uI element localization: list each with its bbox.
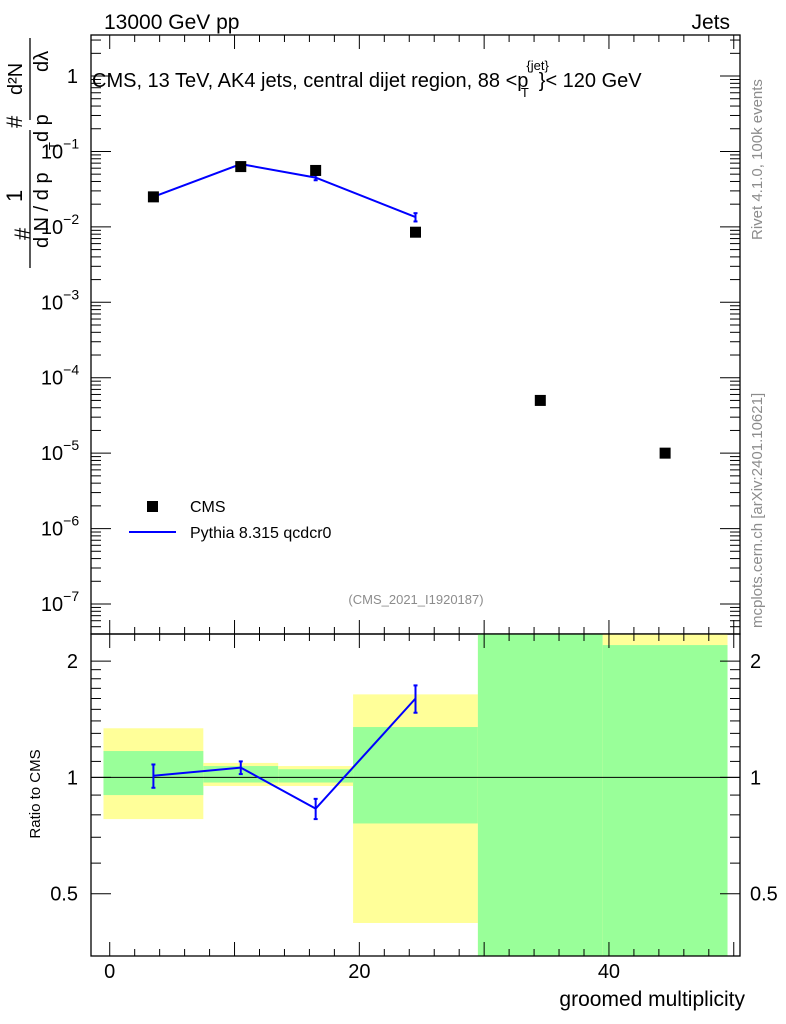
ratio-ytick-label-right: 0.5 bbox=[750, 884, 778, 906]
analysis-watermark: (CMS_2021_I1920187) bbox=[348, 592, 483, 607]
main-marks bbox=[147, 161, 671, 459]
main-ytick-label: 10−3 bbox=[41, 286, 79, 314]
ytick-base: 10 bbox=[41, 443, 63, 465]
ratio-ytick-label-left: 2 bbox=[67, 651, 78, 673]
legend-cms-label: CMS bbox=[190, 499, 226, 516]
cms-data-point bbox=[534, 394, 546, 406]
chart-title: CMS, 13 TeV, AK4 jets, central dijet reg… bbox=[92, 58, 642, 100]
ratio-ytick-label-left: 0.5 bbox=[50, 884, 78, 906]
ytick-exponent: −3 bbox=[63, 286, 79, 302]
ytick-exponent: −6 bbox=[63, 513, 79, 529]
ratio-green-band bbox=[278, 769, 354, 783]
main-ytick-label: 10−4 bbox=[41, 362, 79, 390]
ylabel-hash-left: # bbox=[10, 227, 35, 240]
ratio-marks bbox=[151, 684, 418, 821]
ytick-base: 10 bbox=[41, 368, 63, 390]
chart-title-sup: {jet} bbox=[526, 58, 549, 73]
ratio-tick-labels: 0.5 0.51 12 20 20 40 bbox=[50, 651, 778, 983]
ytick-base: 10 bbox=[41, 292, 63, 314]
ratio-green-band bbox=[602, 645, 728, 956]
main-ytick-label: 10−6 bbox=[41, 513, 79, 541]
ytick-base: 10 bbox=[41, 217, 63, 239]
header-energy-label: 13000 GeV pp bbox=[104, 11, 239, 34]
main-ytick-label: 10−7 bbox=[41, 588, 79, 616]
ytick-base: 10 bbox=[41, 141, 63, 163]
ylabel-dN-dpT: d N / d p bbox=[31, 172, 53, 248]
ytick-base: 10 bbox=[41, 519, 63, 541]
mcplots-source-label: mcplots.cern.ch [arXiv:2401.10621] bbox=[749, 393, 766, 628]
ytick-exponent: −7 bbox=[63, 588, 79, 604]
ratio-green-band bbox=[353, 727, 478, 824]
ytick-exponent: −5 bbox=[63, 437, 79, 453]
ylabel-dpT-inner: d p bbox=[31, 114, 53, 142]
cms-data-point bbox=[659, 447, 671, 459]
main-ytick-label: 10−2 bbox=[41, 211, 79, 239]
ratio-ytick-label-right: 2 bbox=[750, 651, 761, 673]
main-ytick-label: 10−1 bbox=[41, 135, 79, 163]
ratio-frame bbox=[90, 633, 741, 957]
cms-data-point bbox=[235, 161, 247, 173]
chart-title-p: p bbox=[517, 70, 528, 92]
chart-title-sub: T bbox=[521, 85, 529, 100]
main-panel: 110−110−210−310−410−510−610−7 bbox=[41, 34, 741, 635]
legend-pythia-label: Pythia 8.315 qcdcr0 bbox=[190, 525, 332, 542]
ytick-exponent: −4 bbox=[63, 362, 79, 378]
pythia-series-line bbox=[153, 163, 416, 218]
main-ytick-labels: 110−110−210−310−410−510−610−7 bbox=[41, 66, 79, 616]
main-minor-ticks bbox=[91, 39, 740, 635]
main-ylabel: # 1 d N / d p T # d²N d p dλ bbox=[2, 38, 61, 268]
ratio-pythia-line bbox=[153, 697, 417, 810]
main-ytick-label: 10−5 bbox=[41, 437, 79, 465]
cms-data-point bbox=[410, 226, 421, 238]
ytick-base: 1 bbox=[67, 66, 78, 88]
ylabel-hash-mid: # bbox=[2, 115, 27, 128]
ratio-ytick-label-left: 1 bbox=[67, 767, 78, 789]
ratio-ytick-label-right: 1 bbox=[750, 767, 761, 789]
rivet-version-label: Rivet 4.1.0, 100k events bbox=[749, 79, 766, 240]
cms-data-point bbox=[310, 164, 322, 176]
ylabel-dlambda: dλ bbox=[31, 51, 53, 72]
ratio-ylabel: Ratio to CMS bbox=[27, 749, 44, 838]
ytick-exponent: −1 bbox=[63, 135, 79, 151]
ratio-xtick-label: 20 bbox=[348, 961, 370, 983]
cms-data-point bbox=[147, 191, 159, 203]
chart-title-prefix: CMS, 13 TeV, AK4 jets, central dijet reg… bbox=[92, 70, 517, 92]
ytick-base: 10 bbox=[41, 594, 63, 616]
header-jets-label: Jets bbox=[691, 11, 730, 34]
xaxis-label: groomed multiplicity bbox=[559, 988, 745, 1011]
legend: CMS Pythia 8.315 qcdcr0 bbox=[129, 499, 332, 542]
ratio-panel: 0.5 0.51 12 20 20 40 bbox=[50, 633, 778, 983]
main-major-ticks bbox=[91, 35, 740, 634]
ratio-ticks bbox=[91, 634, 740, 956]
legend-cms-marker bbox=[147, 501, 158, 512]
chart-title-suffix: }< 120 GeV bbox=[539, 70, 643, 92]
ratio-green-band bbox=[477, 634, 603, 956]
ytick-exponent: −2 bbox=[63, 211, 79, 227]
ylabel-T-sub: T bbox=[46, 142, 61, 150]
main-frame bbox=[90, 34, 741, 635]
ratio-xtick-label: 0 bbox=[104, 961, 115, 983]
ylabel-d2N: d²N bbox=[5, 63, 27, 95]
ylabel-one: 1 bbox=[2, 190, 27, 202]
ratio-bands bbox=[103, 634, 728, 956]
main-ytick-label: 1 bbox=[67, 66, 78, 88]
ratio-xtick-label: 40 bbox=[598, 961, 620, 983]
